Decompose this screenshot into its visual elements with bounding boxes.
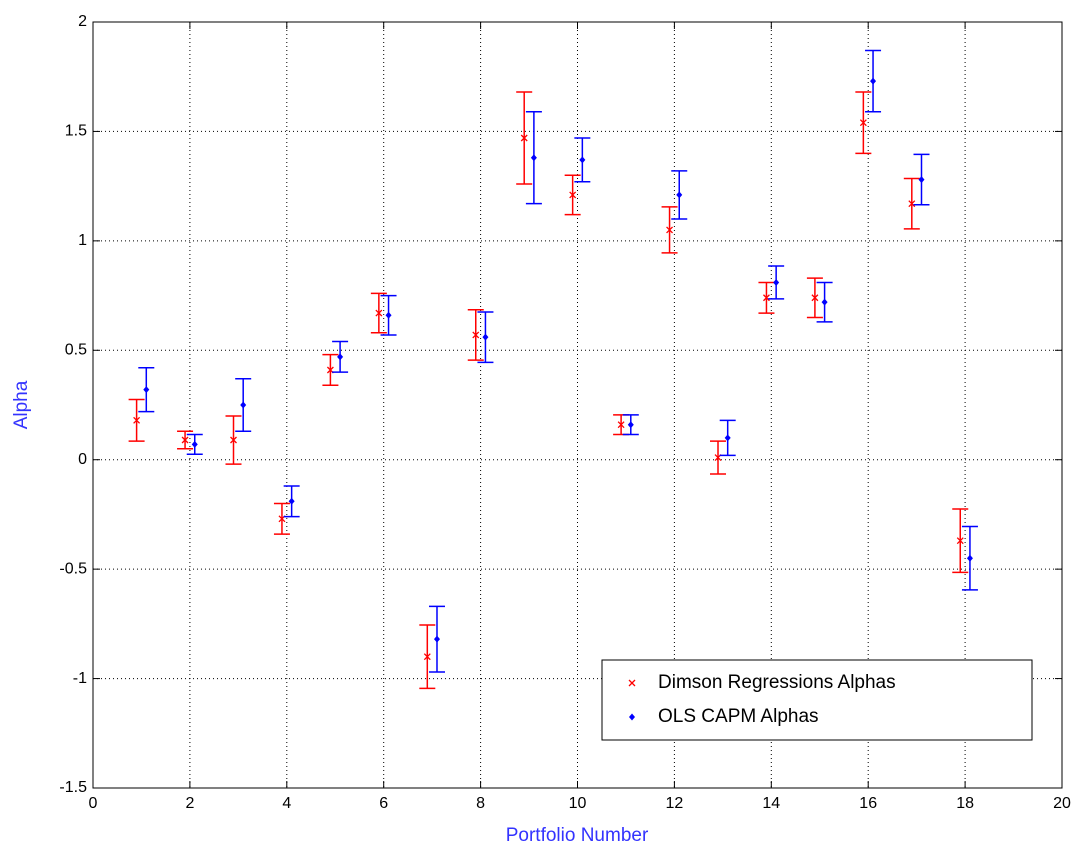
y-tick-label: 1 [78,232,87,249]
marker [666,226,674,234]
marker [579,156,586,164]
y-tick-label: -1.5 [59,779,87,796]
marker [230,436,237,444]
y-tick-label: 0.5 [65,342,87,359]
x-tick-label: 18 [956,795,974,812]
x-tick-label: 2 [185,795,194,812]
y-axis-label: Alpha [11,380,32,429]
y-tick-label: 0 [78,451,87,468]
marker [433,635,440,643]
marker [143,386,150,394]
marker [569,191,577,199]
plot-frame [92,21,1063,789]
marker [385,311,392,319]
marker [773,278,780,286]
x-axis-label: Portfolio Number [506,825,649,846]
marker [762,294,770,302]
marker [724,434,731,442]
marker [423,653,431,661]
x-tick-label: 8 [476,795,485,812]
marker [375,309,383,317]
y-tick-label: 2 [78,13,87,30]
marker [181,436,189,444]
x-tick-label: 20 [1053,795,1071,812]
legend-label: Dimson Regressions Alphas [658,672,896,693]
marker [530,154,537,162]
marker [821,298,828,306]
marker [676,191,683,199]
x-tick-label: 4 [282,795,291,812]
marker [966,554,973,562]
marker [870,77,877,85]
y-tick-label: -1 [73,670,87,687]
x-tick-label: 16 [859,795,877,812]
x-tick-label: 10 [569,795,587,812]
marker [337,353,344,361]
x-tick-label: 0 [89,795,98,812]
marker [629,713,635,721]
marker [288,497,295,505]
y-tick-label: -0.5 [59,560,87,577]
marker [918,176,925,184]
marker [627,421,634,429]
legend-box [601,659,1033,741]
marker [617,421,625,429]
marker [240,401,247,409]
marker [859,119,867,127]
y-tick-label: 1.5 [65,123,87,140]
x-tick-label: 12 [666,795,684,812]
marker [482,333,489,341]
marker [191,440,198,448]
marker [908,200,916,208]
legend-label: OLS CAPM Alphas [658,706,819,727]
marker [628,679,636,687]
x-tick-label: 6 [379,795,388,812]
x-tick-label: 14 [762,795,780,812]
marker [472,331,480,339]
marker [956,537,964,545]
marker [520,134,528,142]
marker [133,416,141,424]
marker [811,294,819,302]
